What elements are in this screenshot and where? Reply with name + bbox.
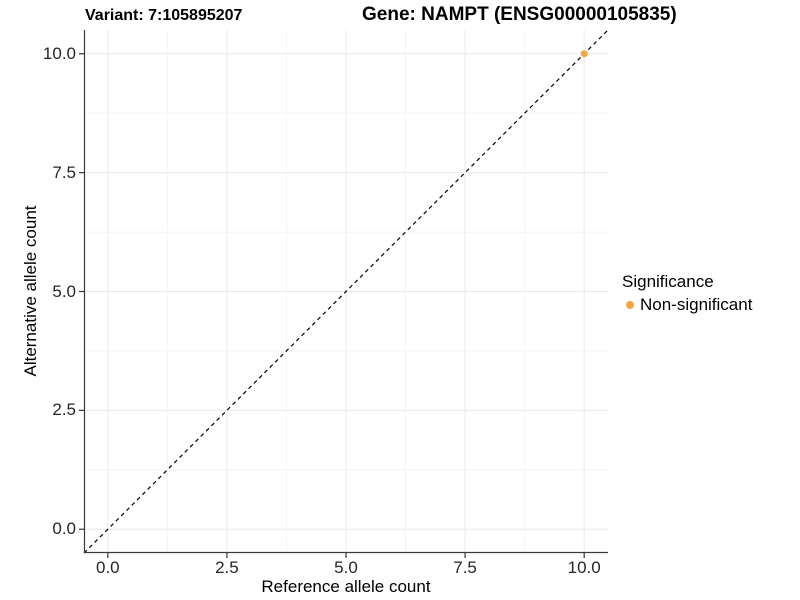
y-tick-label: 7.5 xyxy=(52,162,76,182)
legend-title: Significance xyxy=(622,272,714,291)
legend-item: Non-significant xyxy=(622,295,752,315)
x-tick-label: 5.0 xyxy=(334,558,358,577)
x-tick-label: 7.5 xyxy=(453,558,477,577)
legend-items: Non-significant xyxy=(622,295,752,315)
legend: Significance Non-significant xyxy=(622,272,752,315)
y-tick-label: 0.0 xyxy=(52,519,76,539)
legend-item-label: Non-significant xyxy=(640,295,753,314)
legend-key-dot-icon xyxy=(626,301,634,309)
x-axis-title: Reference allele count xyxy=(261,577,431,596)
plot-panel xyxy=(79,29,609,558)
data-point xyxy=(580,50,588,58)
y-tick-label: 2.5 xyxy=(52,400,76,420)
plot-svg xyxy=(79,29,609,558)
y-tick-label: 5.0 xyxy=(52,281,76,301)
identity-dashed-line xyxy=(83,29,609,554)
plot-title-variant: Variant: 7:105895207 xyxy=(85,7,243,24)
y-tick-label: 10.0 xyxy=(42,43,76,63)
x-tick-label: 2.5 xyxy=(215,558,239,577)
x-tick-label: 10.0 xyxy=(567,558,601,577)
plot-title-gene: Gene: NAMPT (ENSG00000105835) xyxy=(362,4,677,25)
x-tick-label: 0.0 xyxy=(95,558,120,577)
